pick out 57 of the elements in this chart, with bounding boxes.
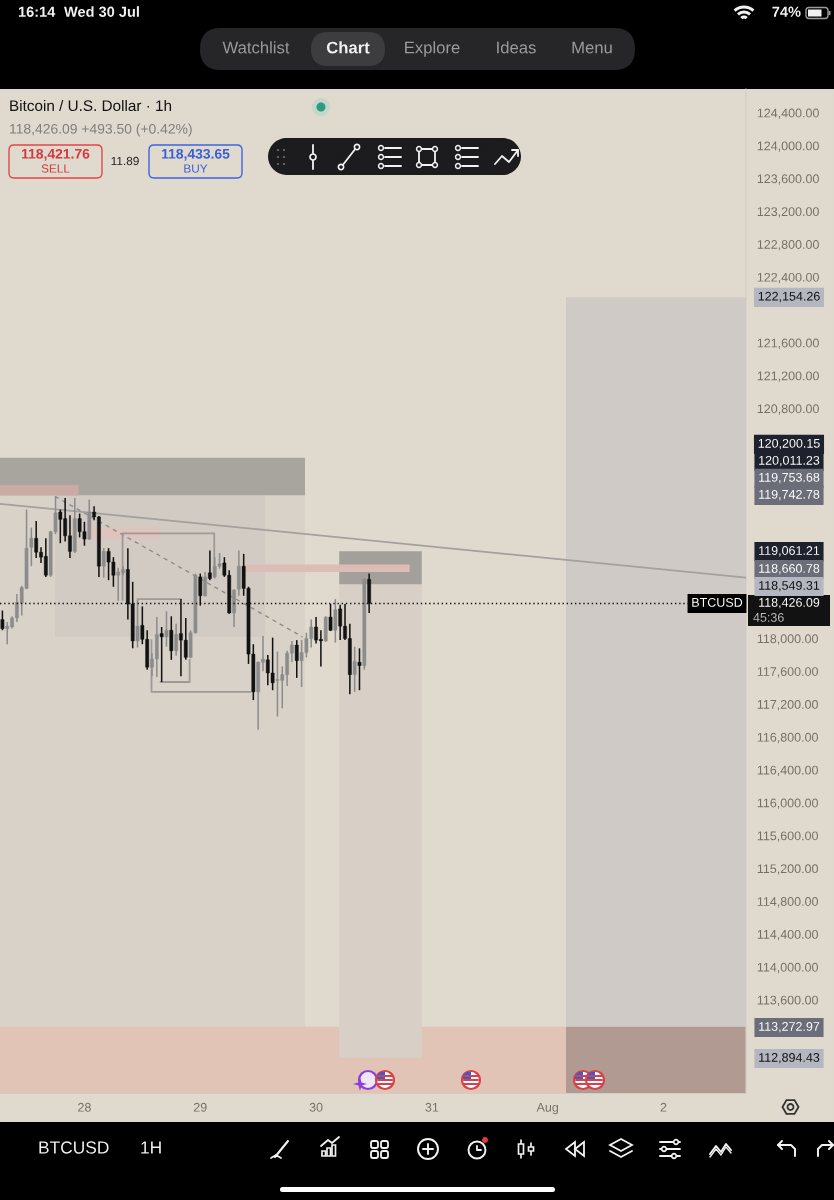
text: Wed 30 Jul <box>64 6 139 17</box>
x-tick-label: 30 <box>309 1102 323 1112</box>
text: 112,894.43 <box>759 1053 820 1064</box>
text: 45:36 <box>753 612 784 622</box>
y-tick-label: 121,600.00 <box>757 338 819 349</box>
x-tick-label: 28 <box>78 1102 91 1112</box>
text: 119,753.68 <box>759 472 820 484</box>
text: Chart <box>326 41 370 54</box>
text: Watchlist <box>222 41 290 54</box>
text: 118,660.78 <box>759 564 820 575</box>
y-tick-label: 116,000.00 <box>757 798 818 809</box>
y-tick-label: 124,400.00 <box>757 108 819 119</box>
y-tick-label: 120,800.00 <box>757 404 819 415</box>
ref-line-label: 118,426.09 <box>759 597 820 609</box>
x-tick-label: 31 <box>425 1102 439 1112</box>
y-tick-label: 114,400.00 <box>757 929 818 941</box>
x-tick-label: Aug <box>536 1102 558 1115</box>
text: 113,272.97 <box>759 1022 820 1033</box>
y-tick-label: 123,200.00 <box>757 207 819 218</box>
text: 122,154.26 <box>758 291 820 303</box>
y-tick-label: 113,600.00 <box>757 995 818 1006</box>
text: Bitcoin / U.S. Dollar · 1h <box>10 99 172 112</box>
text: 16:14 <box>18 6 56 17</box>
annotation: BTCUSD <box>692 597 743 607</box>
annotation: SELL <box>41 164 70 173</box>
annotation: BUY <box>184 164 208 173</box>
y-tick-label: 118,000.00 <box>757 634 818 645</box>
y-tick-label: 124,000.00 <box>757 141 819 152</box>
y-tick-label: 115,600.00 <box>757 831 818 842</box>
text: 120,200.15 <box>758 438 820 450</box>
x-tick-label: 29 <box>193 1102 207 1112</box>
y-tick-label: 122,400.00 <box>757 272 819 284</box>
text: Ideas <box>497 41 536 54</box>
text: 119,742.78 <box>759 489 820 501</box>
y-tick-label: 117,200.00 <box>757 699 818 711</box>
text: 119,061.21 <box>759 546 820 557</box>
annotation: 118,433.65 <box>162 148 230 161</box>
y-tick-label: 121,200.00 <box>757 371 819 382</box>
text: 74% <box>772 6 801 17</box>
y-tick-label: 123,600.00 <box>757 174 819 185</box>
y-tick-label: 114,800.00 <box>757 897 818 908</box>
y-tick-label: 116,800.00 <box>757 732 818 744</box>
text: 1H <box>141 1141 161 1154</box>
annotation: 11.89 <box>111 156 139 166</box>
y-tick-label: 114,000.00 <box>757 962 818 974</box>
text: 118,549.31 <box>759 581 820 592</box>
y-tick-label: 122,800.00 <box>757 240 819 251</box>
y-tick-label: 117,600.00 <box>757 667 818 678</box>
y-tick-label: 116,400.00 <box>757 765 818 777</box>
text: Menu <box>572 41 612 54</box>
x-tick-label: 2 <box>660 1102 667 1112</box>
text: Explore <box>405 41 460 57</box>
text: 120,011.23 <box>759 455 820 467</box>
y-tick-label: 115,200.00 <box>757 864 818 875</box>
text: 118,426.09 +493.50 (+0.42%) <box>10 123 192 137</box>
annotation: 118,421.76 <box>22 148 90 161</box>
text: BTCUSD <box>39 1141 109 1154</box>
